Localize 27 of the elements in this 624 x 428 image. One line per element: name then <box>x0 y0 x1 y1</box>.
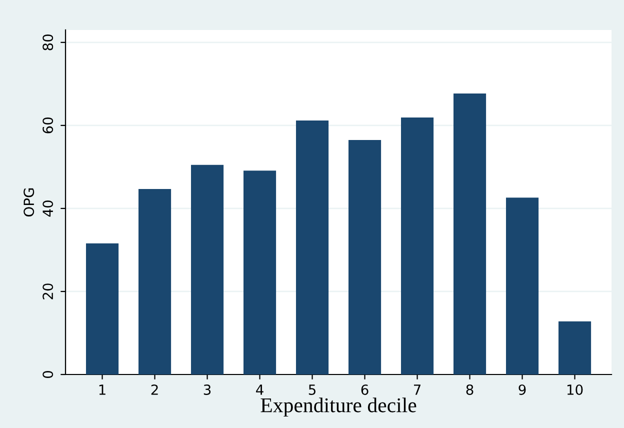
bar <box>190 164 224 374</box>
x-tick-label: 4 <box>256 384 264 395</box>
y-tick-label: 40 <box>42 200 54 217</box>
y-axis-title: OPG <box>24 188 34 216</box>
bar <box>243 170 276 374</box>
bar <box>558 321 592 374</box>
x-tick-label: 7 <box>414 384 420 395</box>
bar <box>138 188 172 374</box>
x-tick-label: 1 <box>99 384 106 395</box>
x-tick-label: 8 <box>466 384 474 395</box>
x-axis-title: Expenditure decile <box>260 398 416 417</box>
bar <box>453 93 486 374</box>
y-tick-label: 80 <box>42 34 54 50</box>
bar <box>348 140 382 374</box>
x-tick-label: 5 <box>308 384 316 395</box>
y-tick-label: 60 <box>42 118 54 134</box>
bar <box>86 243 119 374</box>
y-tick-label: 0 <box>42 371 54 378</box>
y-tick-label: 20 <box>42 284 54 300</box>
x-tick-label: 9 <box>518 384 526 395</box>
x-tick-label: 2 <box>151 384 158 395</box>
bar <box>400 118 434 374</box>
bar <box>296 120 329 374</box>
x-tick-label: 3 <box>204 384 211 395</box>
x-tick-label: 6 <box>361 384 368 395</box>
x-tick-label: 10 <box>567 384 583 395</box>
bar <box>506 198 539 374</box>
